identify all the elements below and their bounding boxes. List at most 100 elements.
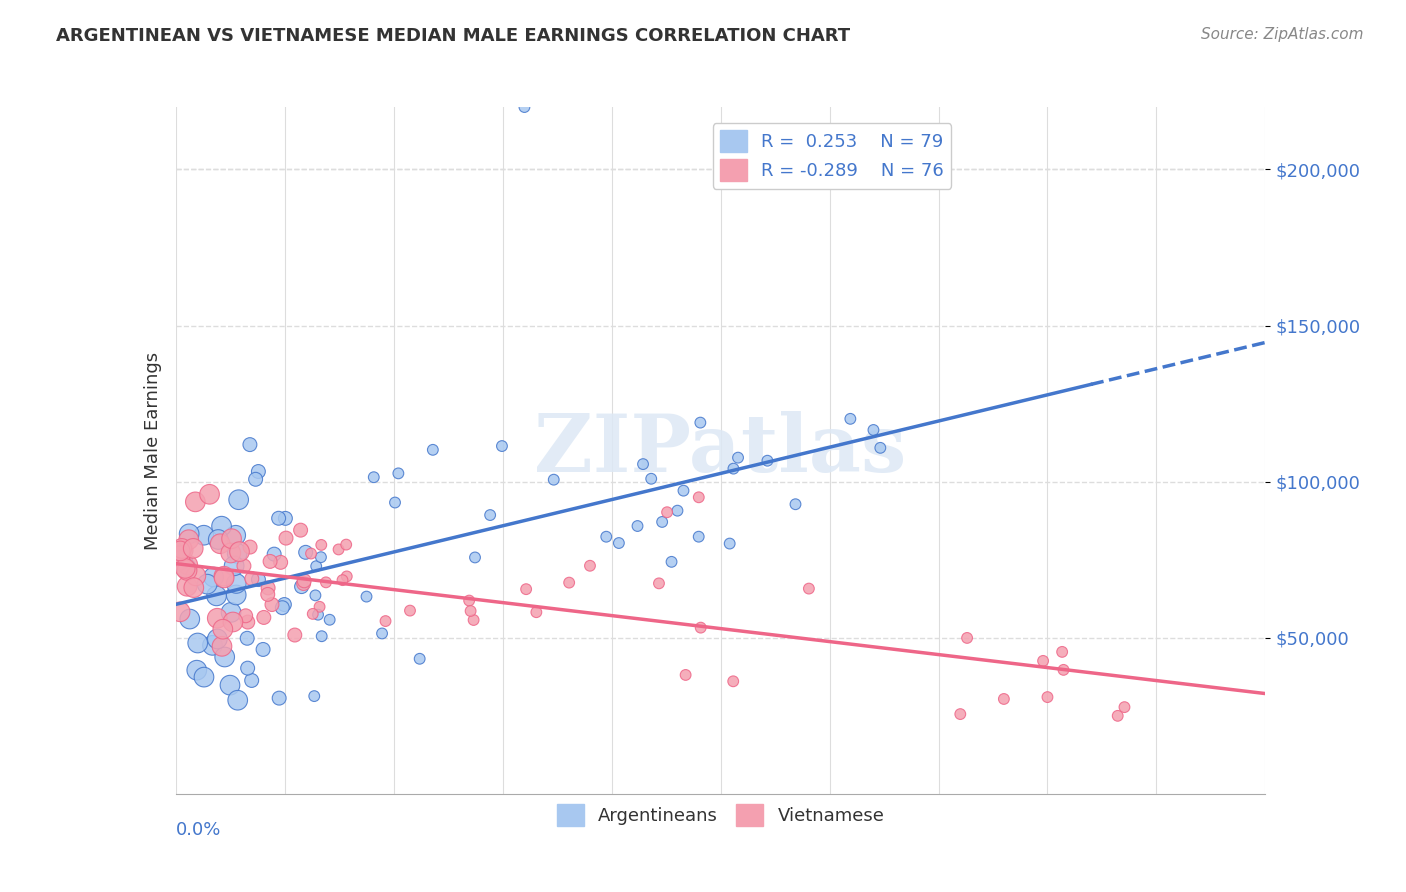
Point bbox=[318, 613, 340, 627]
Point bbox=[458, 593, 481, 607]
Point bbox=[207, 611, 229, 625]
Point bbox=[169, 553, 191, 567]
Point bbox=[311, 629, 333, 643]
Point bbox=[228, 492, 250, 507]
Point bbox=[169, 605, 191, 619]
Point bbox=[460, 604, 482, 618]
Point bbox=[212, 571, 235, 585]
Text: 0.0%: 0.0% bbox=[176, 822, 221, 839]
Text: Source: ZipAtlas.com: Source: ZipAtlas.com bbox=[1201, 27, 1364, 42]
Point bbox=[305, 559, 328, 574]
Point bbox=[363, 470, 385, 484]
Text: ZIPatlas: ZIPatlas bbox=[534, 411, 907, 490]
Point bbox=[595, 530, 617, 544]
Point bbox=[226, 546, 249, 560]
Point bbox=[294, 545, 316, 559]
Point bbox=[212, 569, 235, 583]
Point bbox=[1107, 708, 1129, 723]
Point bbox=[236, 661, 259, 675]
Point bbox=[422, 442, 444, 457]
Point bbox=[195, 577, 218, 591]
Point bbox=[179, 526, 201, 541]
Point bbox=[184, 495, 207, 509]
Point bbox=[214, 650, 236, 665]
Point bbox=[172, 553, 194, 567]
Point bbox=[993, 692, 1015, 706]
Point bbox=[387, 467, 409, 481]
Point bbox=[233, 558, 256, 573]
Point bbox=[235, 608, 257, 623]
Point bbox=[1032, 654, 1054, 668]
Point bbox=[723, 461, 745, 475]
Point bbox=[524, 605, 547, 619]
Point bbox=[756, 454, 779, 468]
Point bbox=[176, 579, 198, 593]
Point bbox=[292, 574, 315, 588]
Point bbox=[689, 416, 711, 430]
Point bbox=[201, 639, 224, 653]
Point bbox=[371, 626, 394, 640]
Point bbox=[177, 558, 200, 572]
Point bbox=[290, 523, 312, 537]
Point bbox=[245, 472, 267, 486]
Point bbox=[336, 569, 359, 583]
Point bbox=[661, 555, 683, 569]
Point bbox=[257, 581, 280, 595]
Point bbox=[311, 538, 333, 552]
Point bbox=[1036, 690, 1059, 705]
Point bbox=[672, 483, 695, 498]
Point bbox=[332, 573, 354, 587]
Point bbox=[183, 581, 205, 595]
Point bbox=[374, 614, 396, 628]
Point bbox=[228, 544, 250, 558]
Point bbox=[464, 550, 486, 565]
Point bbox=[304, 588, 326, 602]
Point bbox=[225, 576, 247, 591]
Point bbox=[207, 533, 229, 547]
Point bbox=[479, 508, 502, 522]
Point bbox=[862, 423, 884, 437]
Point bbox=[655, 505, 678, 519]
Point bbox=[309, 550, 332, 565]
Point bbox=[558, 575, 581, 590]
Point bbox=[956, 631, 979, 645]
Point bbox=[785, 497, 807, 511]
Point bbox=[721, 674, 744, 689]
Point bbox=[274, 531, 297, 545]
Point bbox=[247, 465, 270, 479]
Point bbox=[198, 487, 221, 501]
Point bbox=[172, 543, 194, 558]
Point bbox=[797, 582, 820, 596]
Point bbox=[222, 615, 245, 629]
Point bbox=[187, 636, 209, 650]
Point bbox=[184, 569, 207, 583]
Point bbox=[177, 533, 200, 547]
Point bbox=[718, 536, 741, 550]
Point bbox=[219, 678, 242, 692]
Point bbox=[253, 610, 276, 624]
Point bbox=[274, 511, 297, 525]
Point bbox=[290, 580, 312, 594]
Point bbox=[273, 598, 295, 612]
Point bbox=[240, 673, 263, 688]
Point bbox=[219, 606, 242, 620]
Point bbox=[174, 561, 197, 575]
Point bbox=[270, 555, 292, 569]
Point bbox=[543, 473, 565, 487]
Point bbox=[226, 693, 249, 707]
Point bbox=[169, 549, 191, 563]
Point bbox=[384, 495, 406, 509]
Point bbox=[408, 652, 430, 666]
Point bbox=[839, 412, 862, 426]
Point bbox=[269, 691, 291, 706]
Point bbox=[221, 532, 243, 546]
Point bbox=[284, 628, 307, 642]
Point bbox=[727, 450, 749, 465]
Point bbox=[240, 572, 263, 586]
Point bbox=[271, 600, 294, 615]
Point bbox=[869, 441, 891, 455]
Point bbox=[181, 541, 204, 556]
Point bbox=[626, 519, 648, 533]
Point bbox=[1050, 645, 1073, 659]
Point bbox=[225, 528, 247, 542]
